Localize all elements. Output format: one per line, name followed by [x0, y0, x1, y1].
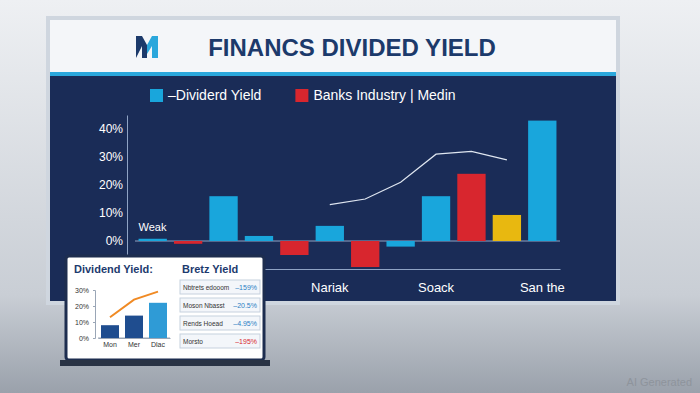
- y-tick-mark: [93, 338, 95, 339]
- table-label: Nbtrets edooom: [183, 284, 229, 291]
- y-tick-label: 20%: [99, 178, 123, 192]
- bar: [139, 239, 167, 241]
- bar: [149, 303, 167, 338]
- annotation: Weak: [139, 221, 167, 233]
- marks: [101, 292, 167, 338]
- y-tick-mark: [93, 322, 95, 323]
- bar: [209, 196, 237, 241]
- bar: [316, 226, 344, 241]
- bar: [528, 121, 556, 241]
- x-tick: Mer: [128, 338, 141, 348]
- y-tick-label: 10%: [75, 319, 89, 326]
- y-tick: 20%: [75, 303, 95, 310]
- bar: [422, 196, 450, 241]
- page: FINANCS DIVIDED YIELD 0% 10% 20% 30% 40% Naria…: [0, 0, 700, 393]
- legend-swatch: [295, 89, 308, 102]
- y-axis: 0% 10% 20% 30%: [75, 287, 96, 342]
- table-row: [180, 316, 260, 330]
- table-value: –4.95%: [233, 320, 257, 327]
- y-tick-label: 0%: [79, 335, 89, 342]
- bar: [493, 215, 521, 241]
- y-tick-mark: [93, 290, 95, 291]
- x-tick-label: Soack: [418, 280, 455, 295]
- bar: [125, 316, 143, 338]
- x-tick: Dlac: [151, 338, 166, 348]
- header-strip: [50, 72, 616, 76]
- y-tick-label: 40%: [99, 122, 123, 136]
- y-tick-label: 30%: [99, 150, 123, 164]
- header: [50, 20, 616, 72]
- y-tick: 0%: [79, 335, 95, 342]
- x-tick-label: Mon: [103, 341, 117, 348]
- x-axis: Mon Mer Dlac: [99, 338, 171, 348]
- table-row: [180, 280, 260, 294]
- legend-label: Banks Industry | Medin: [313, 87, 455, 103]
- y-tick: 10%: [99, 206, 127, 220]
- x-axis-line: [99, 338, 171, 339]
- table-title: Bretz Yield: [182, 263, 238, 275]
- x-tick-label: Nariak: [311, 280, 349, 295]
- inset-stand: [60, 360, 270, 366]
- y-tick: 20%: [99, 178, 127, 192]
- title: FINANCS DIVIDED YIELD: [208, 34, 496, 61]
- bar: [457, 174, 485, 241]
- y-tick: 0%: [106, 234, 127, 248]
- table-value: –195%: [235, 338, 257, 345]
- bar: [351, 241, 379, 267]
- logo: [136, 36, 158, 58]
- line: [110, 292, 158, 318]
- y-axis-line: [93, 291, 96, 339]
- line: [330, 151, 507, 204]
- y-tick-label: 10%: [99, 206, 123, 220]
- logo-part: [136, 36, 147, 58]
- bar: [386, 241, 414, 247]
- logo-part: [147, 36, 158, 58]
- y-tick: 40%: [99, 122, 127, 136]
- table-label: Rends Hoead: [183, 320, 223, 327]
- x-tick: Nariak: [311, 269, 349, 295]
- table-value: –159%: [235, 284, 257, 291]
- inset-title: Dividend Yield:: [74, 263, 153, 275]
- table-value: –20.5%: [233, 302, 257, 309]
- table-row: [180, 298, 260, 312]
- table-row: [180, 334, 260, 348]
- y-tick-mark: [93, 306, 95, 307]
- y-tick-label: 20%: [75, 303, 89, 310]
- bar: [174, 241, 202, 244]
- background: [0, 0, 700, 393]
- bar: [101, 325, 119, 338]
- x-tick-label: Dlac: [151, 341, 166, 348]
- table-label: Moson Nbasst: [183, 302, 225, 309]
- x-tick-label: San the: [520, 280, 565, 295]
- legend: –Dividerd Yield Banks Industry | Medin: [150, 87, 456, 103]
- y-tick-label: 0%: [106, 234, 124, 248]
- marks: [139, 121, 557, 267]
- bar: [280, 241, 308, 255]
- y-tick-label: 30%: [75, 287, 89, 294]
- y-axis-line: [127, 116, 128, 270]
- bar: [245, 236, 273, 241]
- watermark: AI Generated: [627, 376, 692, 388]
- y-tick: 10%: [75, 319, 95, 326]
- x-tick: Mon: [103, 338, 117, 348]
- x-tick: Soack: [418, 269, 455, 295]
- x-tick-label: Mer: [128, 341, 141, 348]
- y-tick: 30%: [75, 287, 95, 294]
- table-label: Morsto: [183, 338, 203, 345]
- inset-card: [66, 256, 264, 360]
- legend-swatch: [150, 89, 163, 102]
- legend-label: –Dividerd Yield: [168, 87, 261, 103]
- x-tick: San the: [520, 269, 565, 295]
- y-axis: 0% 10% 20% 30% 40%: [99, 116, 128, 270]
- y-tick: 30%: [99, 150, 127, 164]
